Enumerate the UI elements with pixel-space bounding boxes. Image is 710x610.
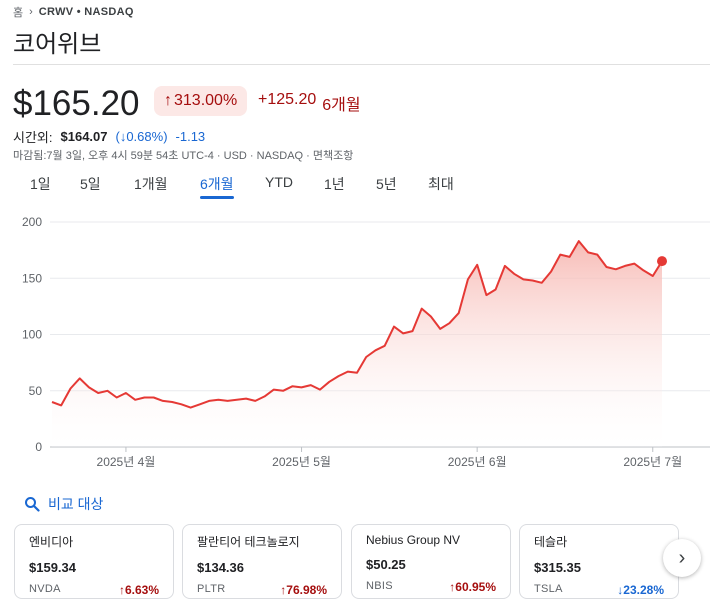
compare-card-name: 팔란티어 테크놀로지 [197,535,300,549]
arrow-down-icon: ↓ [617,583,624,597]
after-hours-price: $164.07 [60,129,108,144]
tab-range-5d[interactable]: 5일 [80,176,101,192]
tab-range-5y[interactable]: 5년 [376,176,397,192]
compare-card[interactable]: 팔란티어 테크놀로지 $134.36 PLTR ↑76.98% [182,524,342,599]
y-tick-label: 200 [22,215,42,229]
x-tick-label: 2025년 5월 [272,455,331,469]
after-hours-percent: (↓0.68%) [115,129,168,144]
after-hours-row: 시간외: $164.07 (↓0.68%) -1.13 [13,127,205,146]
compare-card-change: ↓23.28% [617,583,664,597]
compare-card-price: $315.35 [534,560,581,575]
last-price-point [657,256,667,267]
compare-cards: 엔비디아 $159.34 NVDA ↑6.63% 팔란티어 테크놀로지 $134… [14,524,710,599]
arrow-up-icon: ↑ [118,583,125,597]
change-period: 6개월 [322,97,361,114]
breadcrumb-ticker: CRWV • NASDAQ [38,6,134,18]
compare-card[interactable]: 테슬라 $315.35 TSLA ↓23.28% [519,524,679,599]
x-tick-label: 2025년 7월 [623,455,682,469]
compare-card-change-value: 23.28% [623,583,664,597]
compare-link[interactable]: 비교 대상 [24,494,103,514]
price-chart[interactable]: 200 150 100 50 0 2025년 4월 2025년 5월 2025년 6월 202… [0,205,710,480]
tab-range-6m[interactable]: 6개월 [200,176,234,199]
arrow-up-icon: ↑ [164,92,172,109]
tab-range-max[interactable]: 최대 [428,176,454,192]
search-icon [25,497,40,512]
compare-card-change: ↑60.95% [449,580,496,594]
next-cards-button[interactable]: › [663,539,701,577]
x-tick-label: 2025년 4월 [97,455,156,469]
y-tick-label: 50 [29,384,43,398]
after-hours-change: -1.13 [175,129,206,144]
divider [13,64,710,65]
chevron-right-icon: › [678,546,686,569]
change-absolute-row: +125.20 6개월 [258,91,361,115]
compare-card-ticker: TSLA [534,583,563,595]
compare-card-change: ↑6.63% [119,583,159,597]
compare-label: 비교 대상 [48,496,104,512]
y-tick-label: 0 [35,440,42,454]
compare-card-price: $50.25 [366,557,406,572]
breadcrumb: 홈 › CRWV • NASDAQ [13,4,134,20]
tab-range-1y[interactable]: 1년 [324,176,345,192]
arrow-up-icon: ↑ [280,583,287,597]
y-tick-label: 100 [22,328,42,342]
change-percent: 313.00% [174,92,238,109]
compare-card[interactable]: 엔비디아 $159.34 NVDA ↑6.63% [14,524,174,599]
tab-range-1d[interactable]: 1일 [30,176,51,192]
tab-range-ytd[interactable]: YTD [265,174,293,190]
compare-card-ticker: NVDA [29,583,61,595]
after-hours-label: 시간외: [13,130,53,145]
y-tick-label: 150 [22,271,42,285]
price-line [51,240,663,409]
market-status-meta: 마감됨:7월 3일, 오후 4시 59분 54초 UTC-4 · USD · N… [13,150,354,162]
price-chart-svg: 200 150 100 50 0 2025년 4월 2025년 5월 2025년 6월 202… [22,215,710,469]
compare-card-ticker: PLTR [197,583,226,595]
tab-range-1m[interactable]: 1개월 [134,176,168,192]
compare-card-change-value: 76.98% [286,583,327,597]
chevron-right-icon: › [29,6,33,18]
arrow-up-icon: ↑ [449,580,456,594]
compare-card-ticker: NBIS [366,580,393,592]
x-tick-label: 2025년 6월 [448,455,507,469]
current-price: $165.20 [13,84,140,123]
compare-card-change: ↑76.98% [280,583,327,597]
compare-card-name: 테슬라 [534,535,568,549]
compare-card-name: 엔비디아 [29,535,74,549]
page-title: 코어위브 [13,31,102,58]
change-absolute: +125.20 [258,91,317,108]
compare-card-name: Nebius Group NV [366,533,461,547]
compare-card-change-value: 6.63% [124,583,159,597]
compare-card-price: $134.36 [197,560,244,575]
price-area-fill [52,241,662,447]
compare-card[interactable]: Nebius Group NV $50.25 NBIS ↑60.95% [351,524,511,599]
breadcrumb-home[interactable]: 홈 [13,7,24,19]
compare-card-price: $159.34 [29,560,76,575]
compare-card-change-value: 60.95% [455,580,496,594]
change-percent-badge: ↑ 313.00% [154,86,248,116]
